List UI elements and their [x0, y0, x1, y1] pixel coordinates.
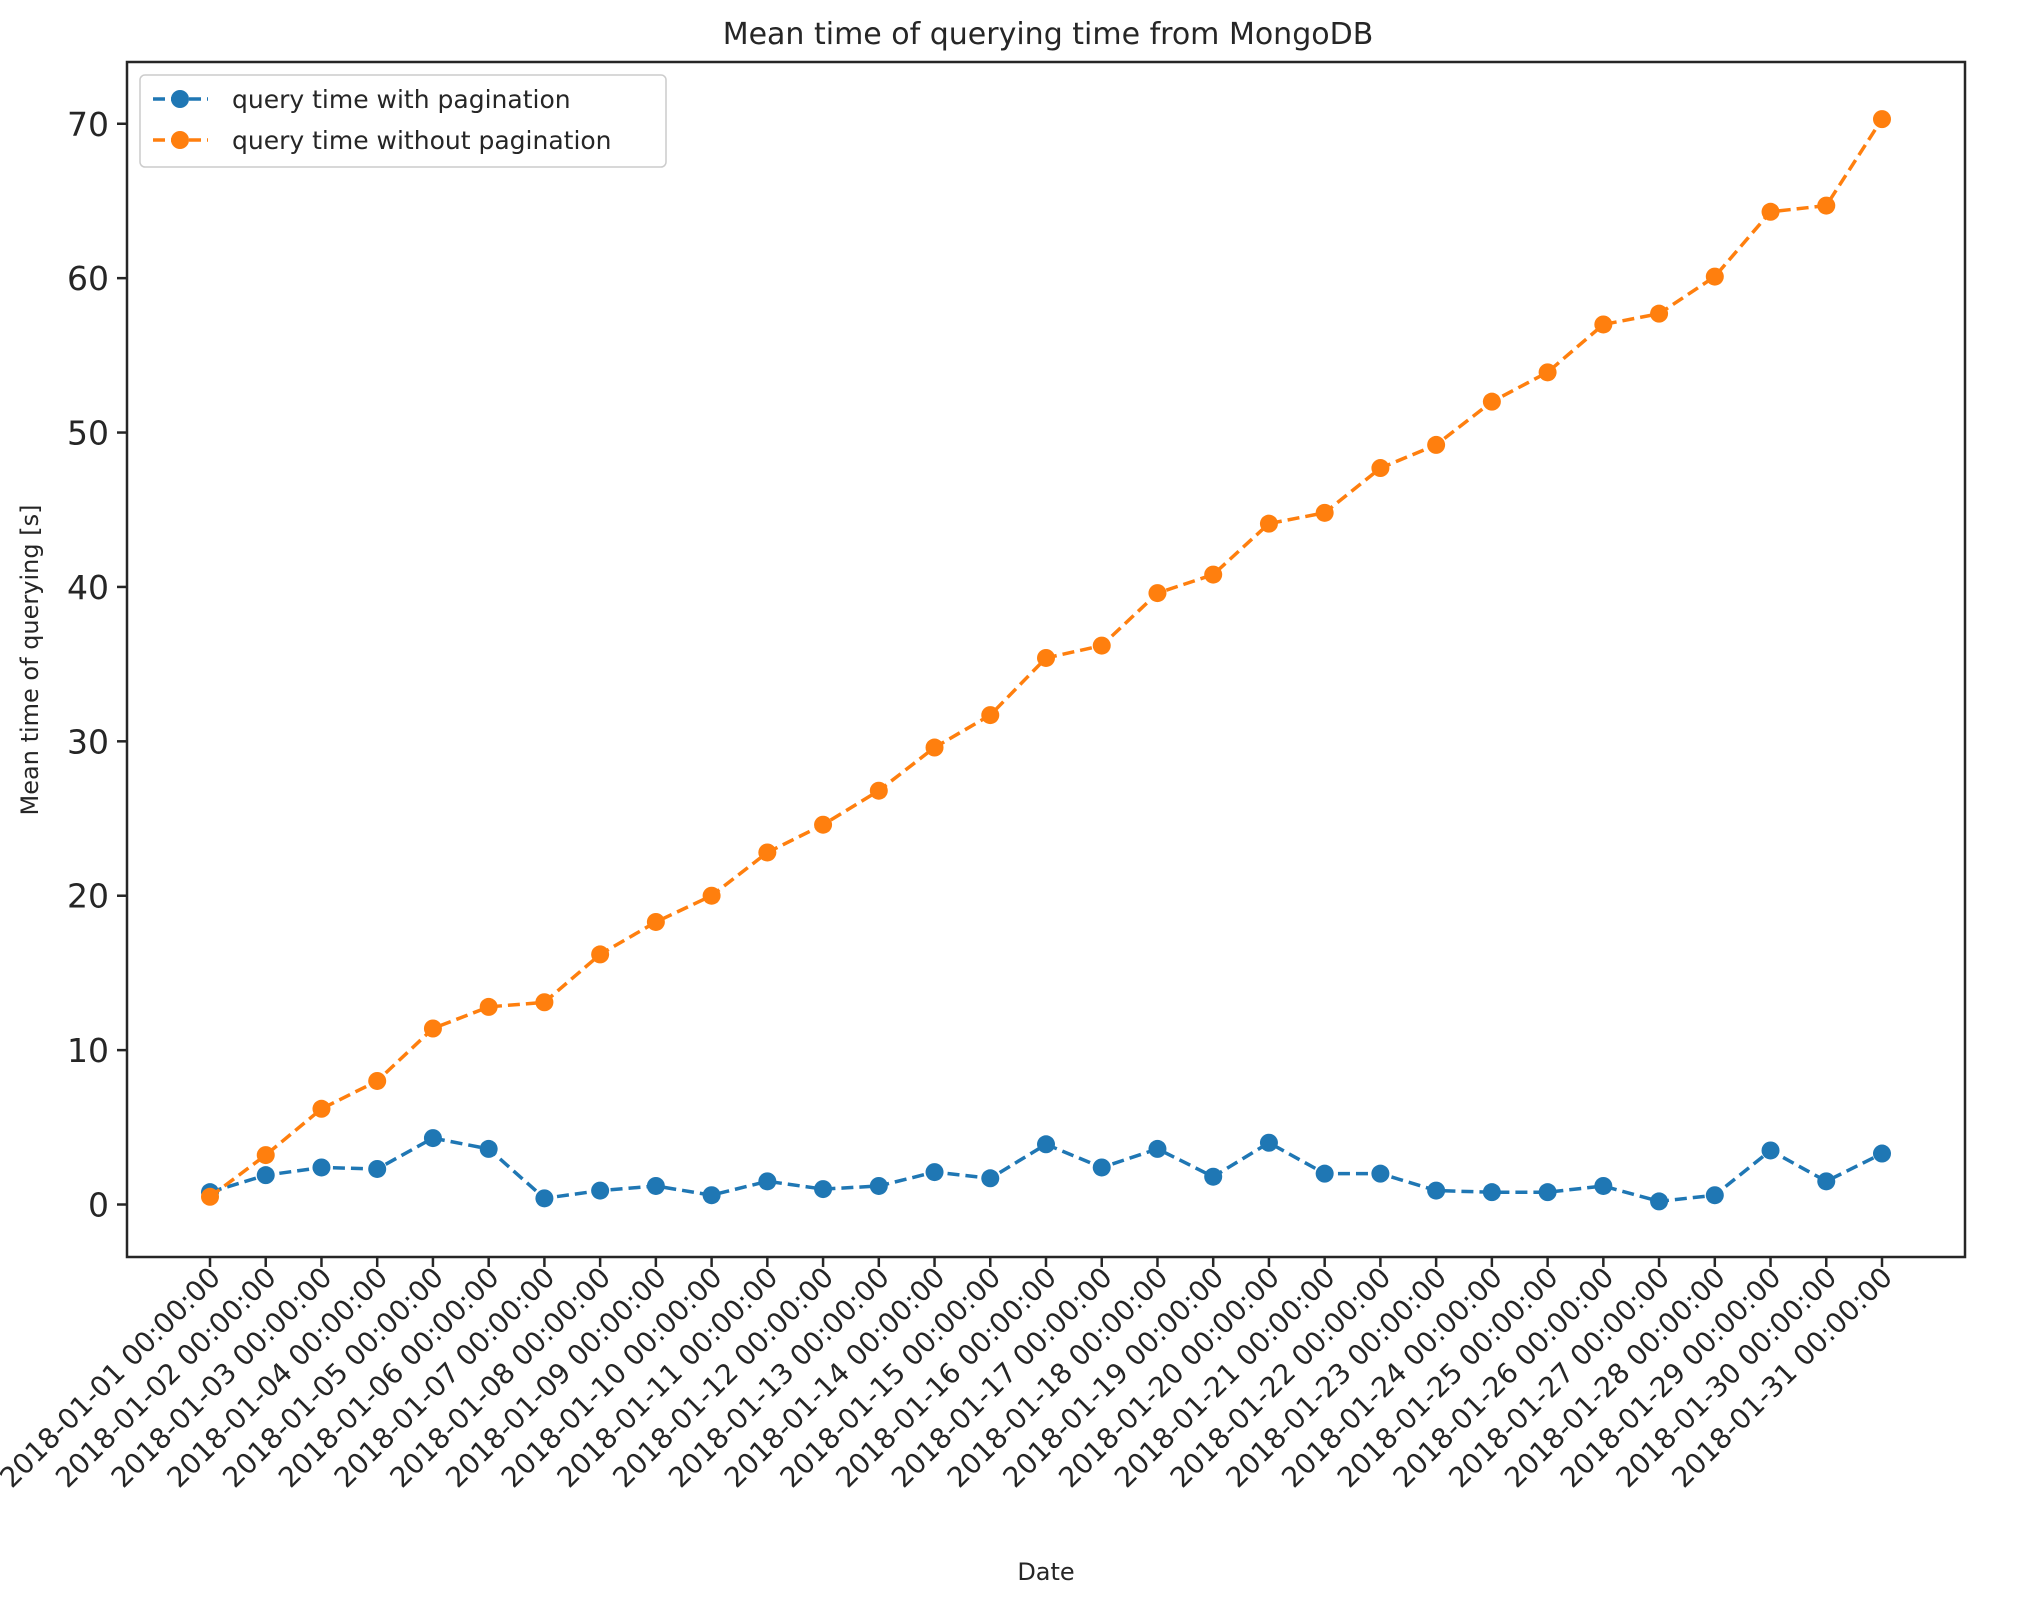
data-point [814, 1180, 833, 1199]
y-axis-label: Mean time of querying [s] [16, 505, 44, 816]
data-point [869, 1176, 888, 1195]
x-axis-label: Date [1017, 1558, 1074, 1586]
data-point [1705, 1186, 1724, 1205]
data-point [1817, 196, 1836, 215]
legend-label-no-pagination: query time without pagination [232, 126, 612, 155]
data-point [1538, 363, 1557, 382]
data-point [201, 1187, 219, 1206]
y-tick-label: 50 [67, 414, 109, 453]
legend-label-pagination: query time with pagination [232, 85, 571, 114]
data-point [1315, 503, 1334, 522]
data-point [981, 1169, 1000, 1188]
legend: query time with pagination query time wi… [139, 74, 667, 168]
data-point [535, 1189, 554, 1208]
data-point [312, 1099, 331, 1118]
data-point [535, 993, 554, 1012]
data-point [368, 1071, 387, 1090]
data-point [1371, 459, 1390, 478]
data-point [1594, 1176, 1613, 1195]
y-axis-ticks: 0 10 20 30 40 50 60 70 [67, 105, 127, 1225]
data-point [758, 1172, 777, 1191]
data-point [1482, 392, 1501, 411]
data-point [368, 1159, 387, 1178]
data-point [591, 945, 610, 964]
data-point [1092, 1158, 1111, 1177]
y-tick-label: 30 [67, 722, 109, 761]
data-point [1371, 1164, 1390, 1183]
legend-marker-pagination [171, 90, 189, 108]
data-point [1259, 1133, 1278, 1152]
data-point [1650, 1192, 1669, 1211]
legend-marker-no-pagination [171, 131, 189, 149]
chart-title: Mean time of querying time from MongoDB [723, 17, 1374, 52]
data-point [1873, 1144, 1891, 1163]
data-point [1761, 202, 1780, 221]
plot-area [201, 110, 1891, 1211]
y-tick-label: 10 [67, 1031, 109, 1070]
y-tick-label: 0 [88, 1186, 109, 1225]
data-point [1148, 584, 1167, 603]
data-point [479, 1139, 498, 1158]
data-point [1482, 1183, 1501, 1202]
data-point [1427, 435, 1446, 454]
data-point [1594, 315, 1613, 334]
data-point [312, 1158, 331, 1177]
data-point [981, 706, 1000, 725]
data-point [1037, 1135, 1055, 1154]
data-point [814, 815, 833, 834]
y-tick-label: 70 [67, 105, 109, 144]
data-point [646, 1176, 665, 1195]
data-point [1148, 1139, 1167, 1158]
data-point [1259, 514, 1278, 533]
data-point [423, 1019, 442, 1038]
data-point [1204, 1167, 1223, 1186]
y-tick-label: 60 [67, 259, 109, 298]
data-point [925, 1163, 944, 1182]
data-point [1204, 565, 1223, 584]
legend-frame [139, 74, 667, 168]
data-point [591, 1181, 610, 1200]
data-point [1092, 636, 1111, 655]
data-point [256, 1166, 275, 1185]
data-point [1817, 1172, 1836, 1191]
data-point [758, 843, 777, 862]
data-point [1761, 1141, 1780, 1160]
data-point [702, 1186, 721, 1205]
data-point [1315, 1164, 1334, 1183]
data-point [646, 912, 665, 931]
data-point [702, 886, 721, 905]
data-point [423, 1129, 442, 1148]
data-point [479, 997, 498, 1016]
data-point [1705, 267, 1724, 286]
data-point [925, 738, 944, 757]
y-tick-label: 20 [67, 877, 109, 916]
data-point [1650, 304, 1669, 323]
plot-frame [125, 60, 1967, 1259]
data-point [1873, 110, 1891, 129]
y-tick-label: 40 [67, 568, 109, 607]
data-point [256, 1146, 275, 1165]
data-point [1538, 1183, 1557, 1202]
data-point [1037, 648, 1055, 667]
data-point [869, 781, 888, 800]
data-point [1427, 1181, 1446, 1200]
